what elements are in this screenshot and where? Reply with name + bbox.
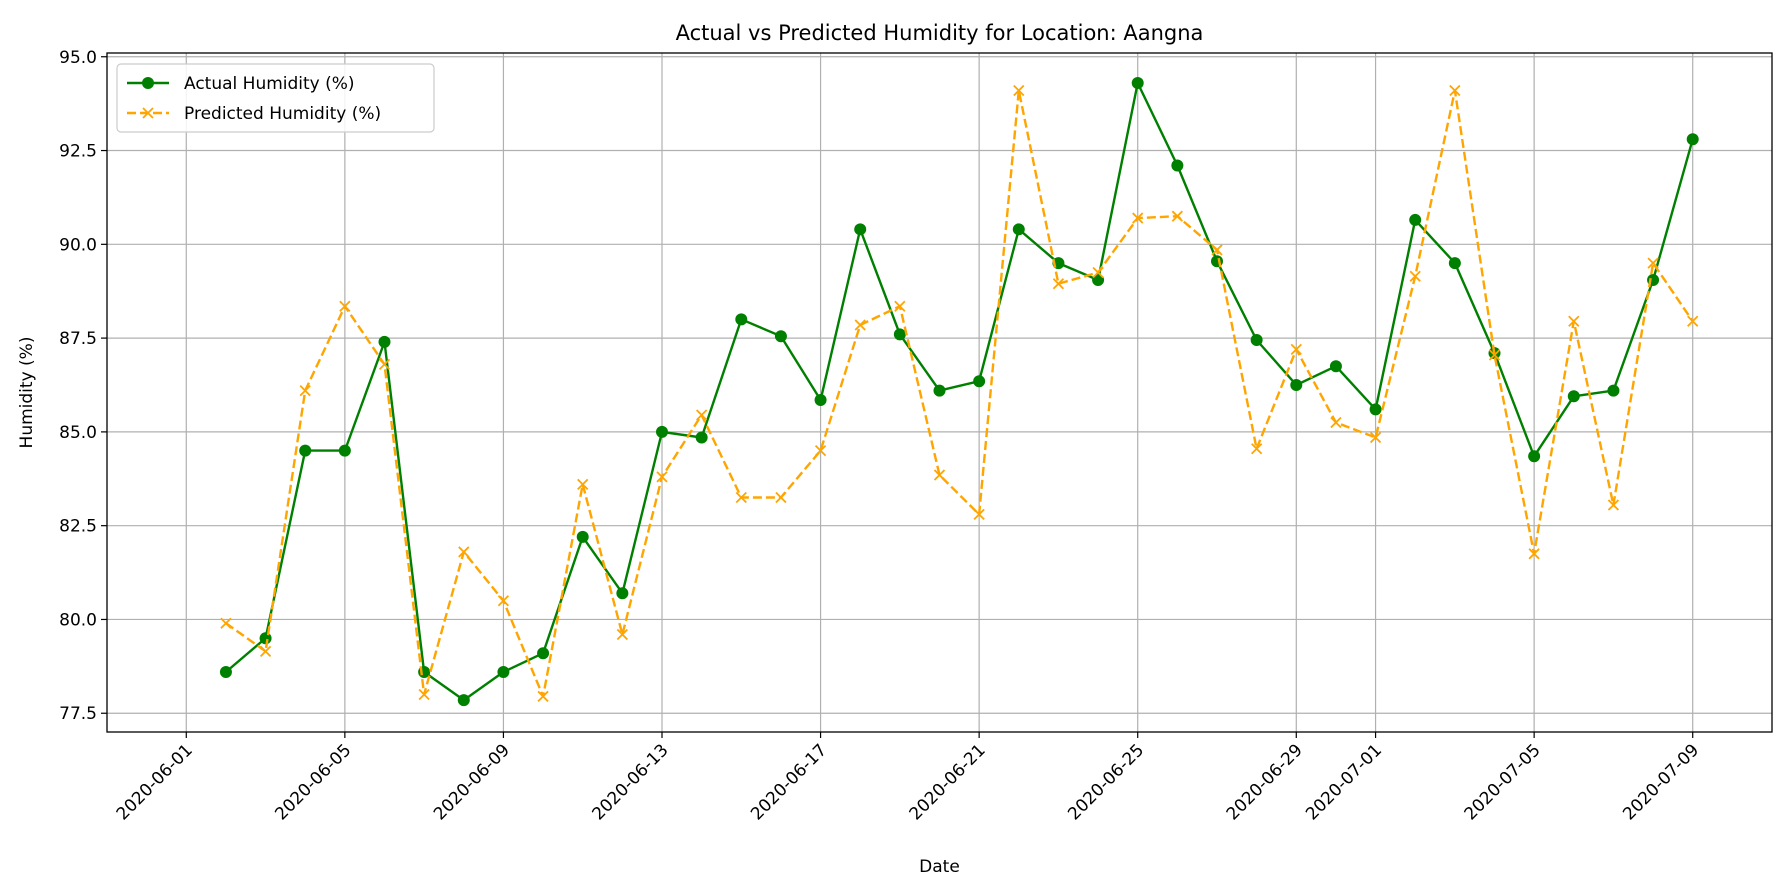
series-lines bbox=[219, 77, 1699, 707]
data-point bbox=[1409, 213, 1422, 226]
data-point bbox=[695, 431, 708, 444]
data-point bbox=[497, 665, 510, 678]
data-point bbox=[219, 665, 232, 678]
data-point bbox=[774, 330, 787, 343]
data-point bbox=[1568, 315, 1580, 327]
data-point bbox=[299, 384, 311, 397]
data-point bbox=[259, 645, 272, 657]
data-point bbox=[1211, 244, 1223, 256]
data-point bbox=[1369, 403, 1382, 416]
data-point bbox=[735, 313, 748, 326]
legend-entry: Actual Humidity (%) bbox=[127, 74, 355, 94]
data-point bbox=[696, 409, 708, 421]
data-point bbox=[1052, 278, 1065, 290]
series-actual bbox=[219, 77, 1699, 707]
y-axis-title: Humidity (%) bbox=[17, 337, 37, 449]
data-point bbox=[973, 375, 986, 388]
data-point bbox=[1329, 360, 1342, 373]
data-point bbox=[577, 478, 589, 491]
y-tick-label: 85.0 bbox=[59, 423, 97, 443]
data-point bbox=[1369, 431, 1382, 444]
data-point bbox=[1607, 384, 1620, 397]
data-point bbox=[616, 587, 629, 600]
data-point bbox=[1092, 266, 1104, 279]
y-tick-label: 80.0 bbox=[59, 610, 97, 630]
gridlines bbox=[107, 53, 1772, 732]
data-point bbox=[775, 491, 787, 504]
data-point bbox=[1488, 349, 1501, 361]
data-point bbox=[1132, 212, 1144, 224]
data-point bbox=[814, 445, 827, 457]
chart-title: Actual vs Predicted Humidity for Locatio… bbox=[676, 21, 1204, 45]
data-point bbox=[378, 358, 391, 371]
data-point bbox=[457, 694, 470, 707]
data-point bbox=[1092, 273, 1105, 286]
data-point bbox=[537, 690, 549, 702]
data-point bbox=[1686, 133, 1699, 146]
data-point bbox=[1131, 77, 1144, 90]
plot-frame bbox=[106, 52, 1773, 733]
legend-entry: Predicted Humidity (%) bbox=[127, 104, 381, 124]
data-point bbox=[1567, 390, 1580, 403]
y-tick-label: 95.0 bbox=[59, 48, 97, 68]
data-point bbox=[1449, 84, 1461, 97]
data-point bbox=[656, 425, 668, 438]
data-point bbox=[1647, 257, 1659, 269]
y-tick-label: 77.5 bbox=[59, 704, 97, 724]
data-point bbox=[893, 328, 906, 341]
data-point bbox=[1330, 416, 1342, 429]
data-point bbox=[1409, 270, 1421, 282]
data-point bbox=[576, 530, 589, 543]
legend-marker bbox=[142, 77, 154, 89]
data-point bbox=[338, 444, 351, 457]
data-point bbox=[973, 508, 985, 521]
data-point bbox=[1290, 343, 1302, 355]
data-point bbox=[1251, 443, 1263, 455]
data-point bbox=[378, 335, 391, 348]
data-point bbox=[656, 471, 668, 483]
data-point bbox=[735, 491, 747, 504]
data-point bbox=[1012, 223, 1025, 236]
data-point bbox=[497, 595, 510, 607]
series-line bbox=[225, 89, 1694, 698]
legend-label: Predicted Humidity (%) bbox=[184, 104, 381, 124]
y-tick-label: 82.5 bbox=[59, 517, 97, 537]
y-tick-label: 87.5 bbox=[59, 329, 97, 349]
data-point bbox=[1448, 257, 1461, 270]
data-point bbox=[1250, 333, 1263, 346]
legend-box bbox=[116, 63, 435, 133]
data-point bbox=[854, 223, 867, 236]
data-point bbox=[1013, 84, 1025, 97]
data-point bbox=[220, 617, 232, 629]
data-point bbox=[933, 469, 946, 481]
data-point bbox=[1528, 450, 1541, 463]
data-point bbox=[1290, 378, 1303, 391]
data-point bbox=[894, 300, 906, 312]
series-line bbox=[225, 81, 1694, 702]
x-axis-title: Date bbox=[919, 857, 960, 877]
data-point bbox=[418, 688, 430, 701]
y-tick-label: 90.0 bbox=[59, 235, 97, 255]
data-point bbox=[537, 647, 550, 660]
y-tick-label: 92.5 bbox=[59, 142, 97, 162]
data-point bbox=[1171, 210, 1183, 222]
data-point bbox=[1607, 499, 1620, 511]
data-point bbox=[814, 394, 827, 407]
legend-marker bbox=[142, 107, 154, 119]
data-point bbox=[616, 628, 628, 641]
data-point bbox=[1687, 315, 1699, 327]
legend-label: Actual Humidity (%) bbox=[184, 74, 355, 94]
legend: Actual Humidity (%) Predicted Humidity (%… bbox=[116, 63, 435, 133]
data-point bbox=[1171, 159, 1184, 172]
data-point bbox=[1528, 548, 1540, 560]
data-point bbox=[933, 384, 946, 397]
data-point bbox=[458, 546, 470, 558]
data-point bbox=[854, 319, 866, 331]
series-predicted bbox=[220, 84, 1699, 702]
data-point bbox=[259, 632, 272, 645]
data-point bbox=[299, 444, 312, 457]
data-point bbox=[339, 300, 351, 312]
